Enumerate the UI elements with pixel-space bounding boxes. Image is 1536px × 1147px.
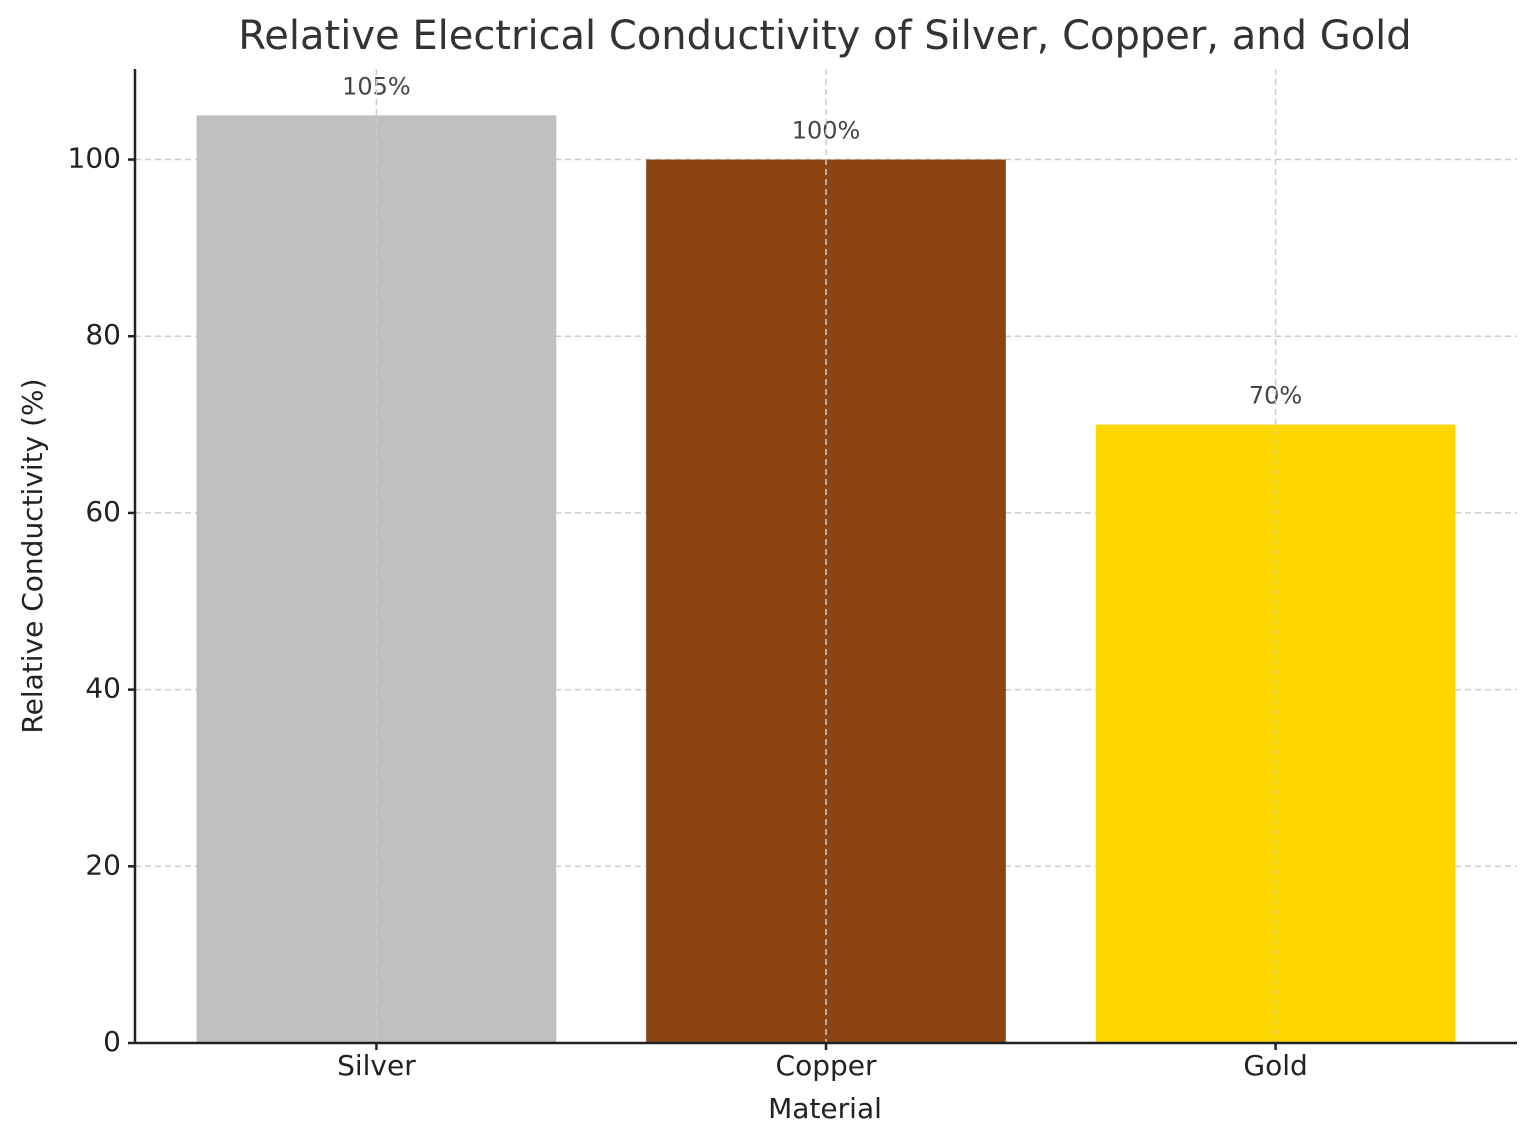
chart-title: Relative Electrical Conductivity of Silv… (238, 13, 1411, 59)
x-tick-label: Silver (337, 1049, 416, 1082)
y-tick-label: 40 (85, 672, 121, 705)
y-tick-label: 0 (103, 1025, 121, 1058)
y-axis-label: Relative Conductivity (%) (16, 378, 49, 733)
value-label: 70% (1249, 382, 1302, 410)
x-axis-label: Material (768, 1092, 882, 1125)
x-tick-label: Copper (776, 1049, 877, 1082)
y-tick-label: 100 (68, 142, 121, 175)
x-tick-label: Gold (1243, 1049, 1307, 1082)
y-tick-label: 80 (85, 318, 121, 351)
y-tick-label: 60 (85, 495, 121, 528)
y-tick-label: 20 (85, 848, 121, 881)
value-label: 105% (342, 72, 411, 100)
